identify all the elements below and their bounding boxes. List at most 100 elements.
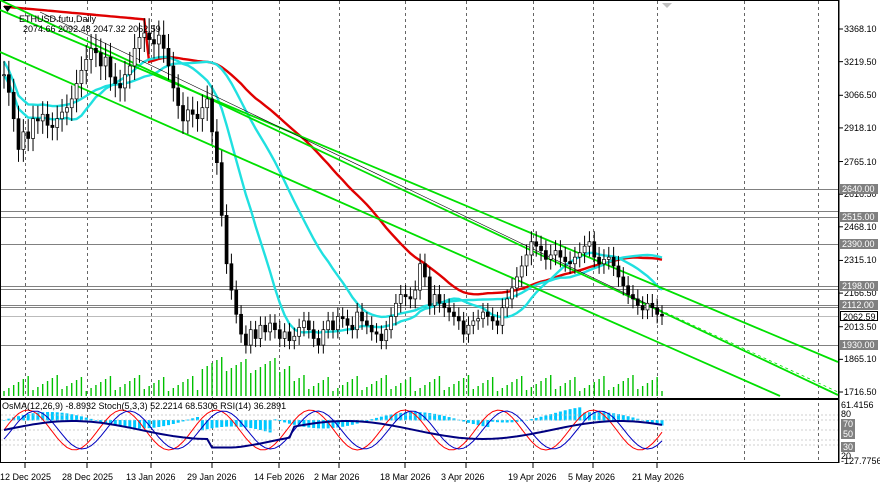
osma-bar bbox=[583, 412, 587, 421]
osma-bar bbox=[157, 420, 161, 428]
candle-body bbox=[476, 318, 480, 322]
osma-bar bbox=[196, 417, 200, 421]
candle-body bbox=[36, 118, 40, 122]
candle-body bbox=[210, 98, 214, 133]
osma-bar bbox=[26, 414, 30, 421]
candle-body bbox=[621, 276, 626, 287]
price-tick-label: 1716.50 bbox=[844, 387, 877, 397]
level-label: 2198.00 bbox=[840, 281, 878, 292]
axis-ticks bbox=[24, 28, 843, 468]
date-tick-label: 5 May 2026 bbox=[568, 472, 616, 482]
osma-bar bbox=[529, 419, 533, 421]
price-tick-label: 2013.50 bbox=[844, 321, 877, 332]
candle-body bbox=[224, 215, 229, 265]
osma-bar bbox=[137, 420, 141, 429]
osma-bar bbox=[239, 420, 243, 427]
osma-bar bbox=[379, 416, 383, 421]
osma-bar bbox=[384, 415, 388, 421]
candle-body bbox=[461, 320, 466, 335]
osma-bar bbox=[65, 413, 69, 421]
oscillator-lines bbox=[1, 409, 838, 451]
osma-bar bbox=[50, 412, 54, 421]
candle-body bbox=[544, 250, 548, 260]
osma-bar bbox=[370, 419, 374, 421]
date-tick-label: 19 Apr 2026 bbox=[508, 472, 557, 482]
candle-body bbox=[306, 320, 311, 331]
osma-bar bbox=[442, 415, 446, 421]
candle-body bbox=[558, 250, 563, 258]
osma-bar bbox=[544, 415, 548, 421]
candle-body bbox=[408, 296, 413, 300]
chart-header: ETHUSD.futu,Daily 2074.66 2092.48 2047.3… bbox=[14, 4, 161, 34]
candle-body bbox=[69, 98, 74, 109]
channel-outer bbox=[0, 0, 839, 396]
candle-body bbox=[403, 294, 408, 298]
candle-body bbox=[519, 265, 524, 278]
osma-bar bbox=[17, 416, 21, 421]
osma-bar bbox=[447, 417, 451, 421]
osma-bar bbox=[437, 414, 441, 421]
osma-bar bbox=[346, 420, 350, 426]
osma-bar bbox=[534, 417, 538, 421]
date-tick-label: 13 Jan 2026 bbox=[126, 472, 176, 482]
indicator-tick-label: 30 bbox=[841, 442, 856, 452]
osma-bar bbox=[268, 420, 272, 433]
osma-bar bbox=[428, 413, 432, 421]
osma-bar bbox=[631, 417, 635, 421]
candle-body bbox=[186, 109, 190, 122]
candle-body bbox=[582, 245, 587, 254]
osma-bar bbox=[476, 420, 480, 426]
candle-body bbox=[635, 298, 640, 306]
osma-bar bbox=[46, 412, 50, 421]
price-tick-label: 3219.50 bbox=[844, 56, 877, 67]
candle-body bbox=[321, 329, 326, 346]
osma-bar bbox=[283, 420, 287, 423]
candle-body bbox=[345, 318, 350, 326]
osma-bar bbox=[292, 420, 296, 425]
candle-body bbox=[640, 305, 645, 311]
candle-body bbox=[515, 276, 519, 289]
osma-bar bbox=[104, 420, 108, 424]
osma-bar bbox=[99, 420, 103, 423]
collapse-arrow-icon bbox=[3, 6, 12, 12]
osma-bar bbox=[133, 420, 137, 429]
candle-body bbox=[432, 294, 437, 306]
osma-bar bbox=[118, 420, 122, 427]
candle-body bbox=[427, 276, 432, 306]
candle-body bbox=[597, 256, 601, 265]
candle-body bbox=[534, 241, 539, 247]
osma-bar bbox=[113, 420, 117, 426]
osma-bar bbox=[2, 420, 6, 421]
indicator-tick-label: 61.4156 bbox=[841, 400, 874, 410]
candle-body bbox=[471, 320, 476, 326]
stoch-main-line bbox=[3, 410, 663, 450]
osma-bar bbox=[462, 420, 466, 422]
candle-body bbox=[505, 298, 510, 309]
osma-bar bbox=[321, 420, 325, 429]
trend-channel bbox=[0, 0, 839, 397]
candle-body bbox=[529, 241, 534, 256]
osma-bar bbox=[316, 420, 320, 429]
osma-bar bbox=[539, 416, 543, 421]
candle-body bbox=[510, 287, 514, 300]
candle-body bbox=[215, 131, 219, 164]
candle-body bbox=[573, 256, 577, 265]
candle-body bbox=[79, 69, 84, 84]
candle-body bbox=[282, 331, 287, 339]
candle-body bbox=[263, 324, 268, 333]
osma-bar bbox=[404, 412, 408, 421]
candle-body bbox=[50, 124, 55, 128]
osma-bar bbox=[89, 418, 93, 421]
candle-body bbox=[374, 331, 379, 335]
candle-body bbox=[602, 259, 606, 265]
trend-line bbox=[39, 11, 661, 311]
candle-body bbox=[297, 327, 301, 337]
candle-body bbox=[6, 74, 11, 93]
level-label: 2390.00 bbox=[840, 238, 878, 249]
osma-bar bbox=[191, 418, 195, 421]
candle-body bbox=[423, 263, 427, 278]
candle-body bbox=[94, 48, 98, 54]
candle-body bbox=[490, 316, 495, 322]
osma-bar bbox=[200, 420, 204, 431]
